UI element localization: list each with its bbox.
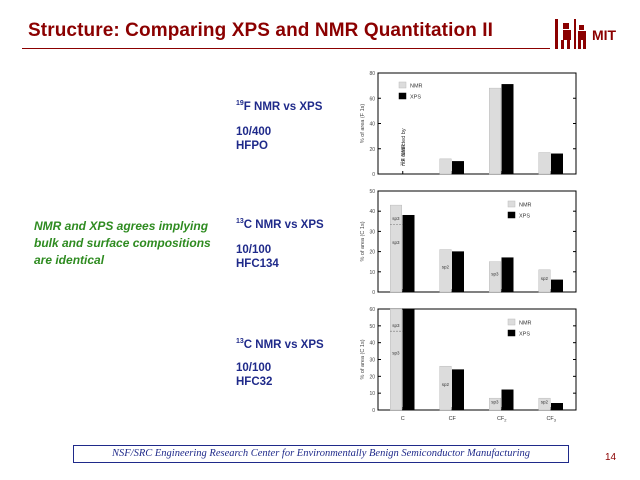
bar-annotation: sp3 <box>392 216 400 221</box>
panel-2-monomer: HFC134 <box>236 258 279 270</box>
bar-xps-cf2 <box>501 389 514 411</box>
legend-label-xps: XPS <box>519 332 530 338</box>
bar-annotation: sp2 <box>442 265 450 270</box>
x-tick-label: CF2 <box>497 416 507 423</box>
y-tick-label: 80 <box>369 71 375 77</box>
mit-logo-figure-icon <box>555 19 586 49</box>
bar-nmr-cf <box>439 249 452 293</box>
bar-xps-c <box>402 214 415 293</box>
legend-swatch-nmr <box>507 318 516 326</box>
bar-nmr-c <box>390 308 402 411</box>
y-tick-label: 0 <box>372 408 375 414</box>
y-tick-label: 20 <box>369 250 375 256</box>
panel-3-nucleus-text: C NMR vs XPS <box>243 338 324 351</box>
bar-nmr-cf3 <box>538 397 551 411</box>
slide-title: Structure: Comparing XPS and NMR Quantit… <box>28 20 494 41</box>
bar-xps-cf3 <box>551 279 563 293</box>
bar-nmr-cf <box>439 158 452 175</box>
page-number: 14 <box>605 452 617 463</box>
x-tick-label: C <box>401 416 405 422</box>
legend-swatch-xps <box>507 329 516 337</box>
conclusion-note: NMR and XPS agrees implying bulk and sur… <box>34 219 211 267</box>
y-tick-label: 40 <box>369 122 375 128</box>
y-axis-label: % of area (C 1s) <box>360 339 366 379</box>
y-tick-label: 40 <box>369 341 375 347</box>
bar-annotation: sp2 <box>442 382 450 387</box>
plot-frame <box>377 190 577 293</box>
mit-logo-text: MIT <box>592 27 617 43</box>
panel-2-ratio: 10/100 <box>236 244 272 256</box>
y-tick-label: 40 <box>369 209 375 215</box>
bar-nmr-cf2 <box>489 397 501 411</box>
legend-label-nmr: NMR <box>410 84 423 90</box>
panel-2-nucleus-label: 13C NMR vs XPS <box>236 215 324 232</box>
y-tick-label: 0 <box>372 172 375 178</box>
y-tick-label: 50 <box>369 189 375 195</box>
panel-1-nucleus-text: F NMR vs XPS <box>243 100 323 113</box>
y-tick-label: 30 <box>369 358 375 364</box>
y-tick-label: 20 <box>369 147 375 153</box>
y-axis-label: % of area (F 1s) <box>360 104 366 144</box>
y-tick-label: 0 <box>372 290 375 296</box>
title-rule <box>22 48 550 49</box>
legend-swatch-nmr <box>507 200 516 208</box>
bar-annotation: sp3 <box>392 350 400 355</box>
bar-xps-cf <box>452 251 464 293</box>
legend-label-xps: XPS <box>519 214 530 220</box>
y-tick-label: 10 <box>369 391 375 397</box>
chart-13c-hfc134: 0 10 20 30 40 50 % of area (C 1s) sp3 sp3 sp2 sp3 s… <box>360 189 577 296</box>
bar-nmr-cf <box>439 365 452 411</box>
footer-banner: NSF/SRC Engineering Research Center for … <box>73 445 569 463</box>
panel-3-monomer: HFC32 <box>236 376 273 388</box>
bar-annotation: sp3 <box>491 400 499 405</box>
bar-nmr-cf3 <box>538 269 551 293</box>
bar-xps-c <box>402 308 415 411</box>
bar-xps-cf2 <box>501 257 514 293</box>
bar-annotation: sp3 <box>392 323 400 328</box>
bar-xps-cf3 <box>551 403 563 411</box>
not-detected-annotation: not detected by19F NMR <box>399 128 407 166</box>
y-tick-label: 10 <box>369 270 375 276</box>
panel-1-nucleus-sup: 19 <box>236 100 244 107</box>
bar-nmr-cf2 <box>489 261 501 293</box>
panel-3-nucleus-label: 13C NMR vs XPS <box>236 335 324 352</box>
x-tick-label: CF <box>449 416 457 422</box>
bar-nmr-cf3 <box>538 152 551 175</box>
y-tick-label: 60 <box>369 307 375 313</box>
bar-xps-cf2 <box>501 84 514 175</box>
legend-label-nmr: NMR <box>519 203 532 209</box>
bar-xps-cf3 <box>551 153 563 175</box>
panel-2-nucleus-sup: 13 <box>236 218 244 225</box>
legend-swatch-nmr <box>398 81 407 89</box>
bar-annotation: sp2 <box>541 276 549 281</box>
panel-1-nucleus-label: 19F NMR vs XPS <box>236 97 322 114</box>
bar-nmr-cf2 <box>489 87 501 175</box>
bar-annotation: sp3 <box>392 240 400 245</box>
panel-3-nucleus-sup: 13 <box>236 338 244 345</box>
y-tick-label: 50 <box>369 324 375 330</box>
bar-nmr-c <box>390 204 402 293</box>
y-tick-label: 30 <box>369 229 375 235</box>
bar-annotation: sp2 <box>541 400 549 405</box>
x-tick-label: CF3 <box>546 416 556 423</box>
legend-swatch-xps <box>398 92 407 100</box>
y-tick-label: 20 <box>369 374 375 380</box>
panel-1-ratio: 10/400 <box>236 126 272 138</box>
legend-label-nmr: NMR <box>519 321 532 327</box>
panel-2-nucleus-text: C NMR vs XPS <box>243 218 324 231</box>
chart-19f-hfpo: 0 20 40 60 80 % of area (F 1s) NMR XPS not detec… <box>360 71 577 178</box>
legend-label-xps: XPS <box>410 95 421 101</box>
y-tick-label: 60 <box>369 96 375 102</box>
bar-xps-cf <box>452 369 464 411</box>
y-axis-label: % of area (C 1s) <box>360 221 366 261</box>
bar-annotation: sp3 <box>491 271 499 276</box>
bar-xps-cf <box>452 161 464 175</box>
panel-1-monomer: HFPO <box>236 140 268 152</box>
panel-3-ratio: 10/100 <box>236 362 272 374</box>
legend-swatch-xps <box>507 211 516 219</box>
